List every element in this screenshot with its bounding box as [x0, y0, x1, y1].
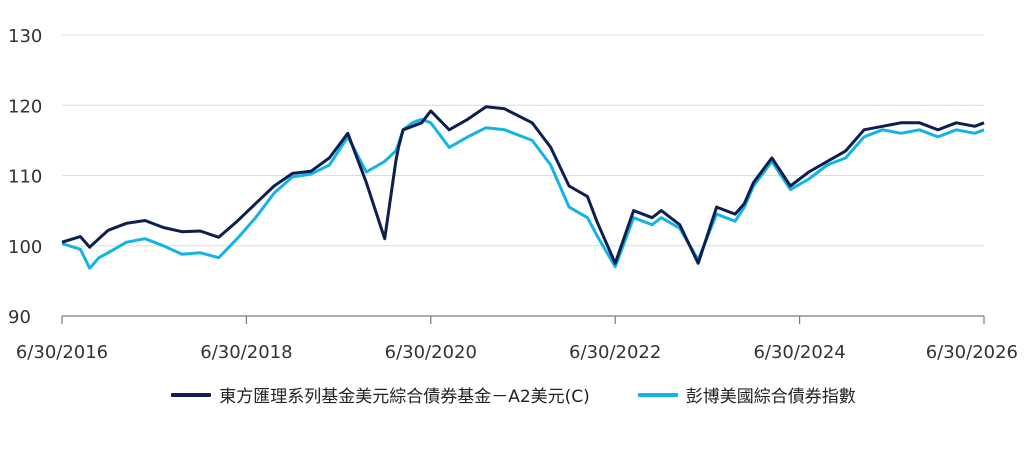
x-tick-label: 6/30/2024 — [753, 342, 845, 363]
legend-item-index: 彭博美國綜合債券指數 — [637, 382, 856, 407]
series-line-fund — [61, 105, 985, 265]
legend-swatch-fund — [171, 392, 212, 397]
y-tick-label: 120 — [8, 96, 42, 117]
y-tick-label: 130 — [8, 26, 42, 47]
legend-label-fund: 東方匯理系列基金美元綜合債券基金－A2美元(C) — [219, 387, 590, 407]
y-axis-tick-labels: 90 100 110 120 130 — [8, 26, 42, 328]
series-lines — [61, 105, 985, 270]
y-tick-label: 100 — [8, 237, 42, 258]
legend-swatch-index — [637, 392, 678, 397]
x-tick-label: 6/30/2016 — [16, 342, 108, 363]
gridlines — [62, 34, 984, 247]
x-axis-ticks: 6/30/2016 6/30/2018 6/30/2020 6/30/2022 6/30… — [16, 316, 1018, 363]
y-tick-label: 110 — [8, 167, 42, 188]
legend: 東方匯理系列基金美元綜合債券基金－A2美元(C) 彭博美國綜合債券指數 — [0, 382, 1027, 407]
series-line-index — [61, 117, 985, 270]
x-tick-label: 6/30/2022 — [569, 342, 661, 363]
x-tick-label: 6/30/2020 — [385, 342, 477, 363]
x-tick-label: 6/30/2018 — [200, 342, 292, 363]
legend-item-fund: 東方匯理系列基金美元綜合債券基金－A2美元(C) — [171, 382, 590, 407]
legend-label-index: 彭博美國綜合債券指數 — [685, 387, 856, 407]
x-tick-label: 6/30/2026 — [926, 342, 1018, 363]
y-tick-label: 90 — [8, 307, 31, 328]
